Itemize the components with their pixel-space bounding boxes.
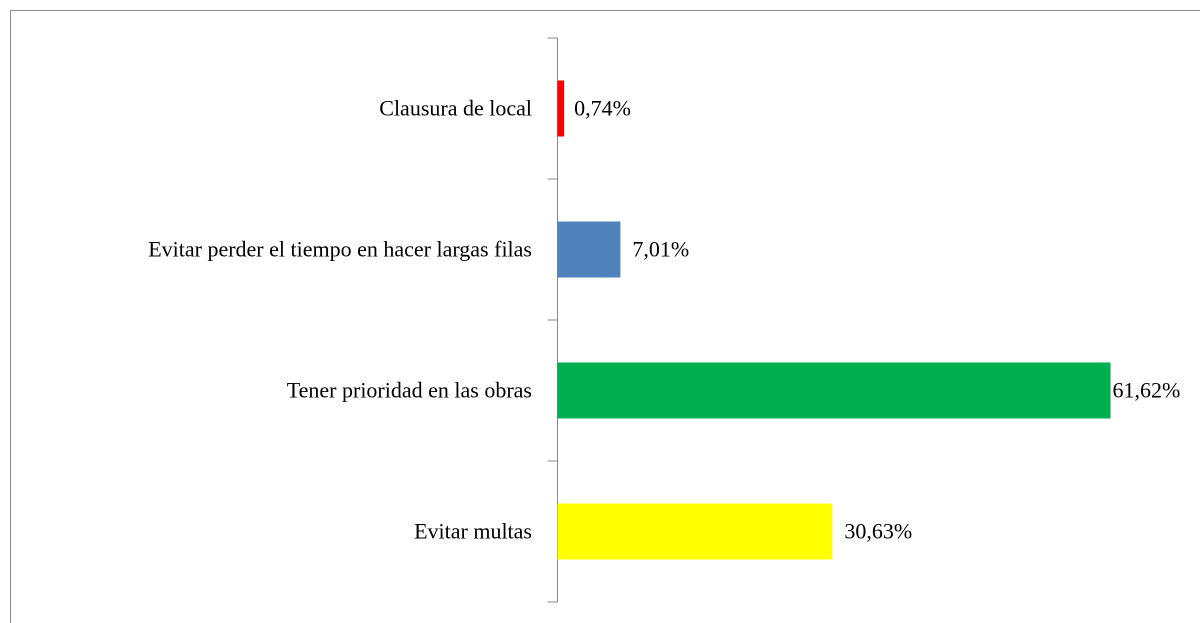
value-label: 61,62% [1113, 378, 1181, 403]
bar [557, 503, 833, 560]
bar [557, 221, 621, 278]
bar [557, 362, 1111, 419]
category-label: Clausura de local [379, 96, 532, 121]
value-label: 7,01% [632, 237, 689, 262]
value-label: 30,63% [844, 519, 912, 544]
bar [557, 80, 565, 137]
category-label: Evitar perder el tiempo en hacer largas … [148, 237, 532, 262]
value-label: 0,74% [574, 96, 631, 121]
category-label: Evitar multas [414, 519, 532, 544]
category-label: Tener prioridad en las obras [287, 378, 532, 403]
